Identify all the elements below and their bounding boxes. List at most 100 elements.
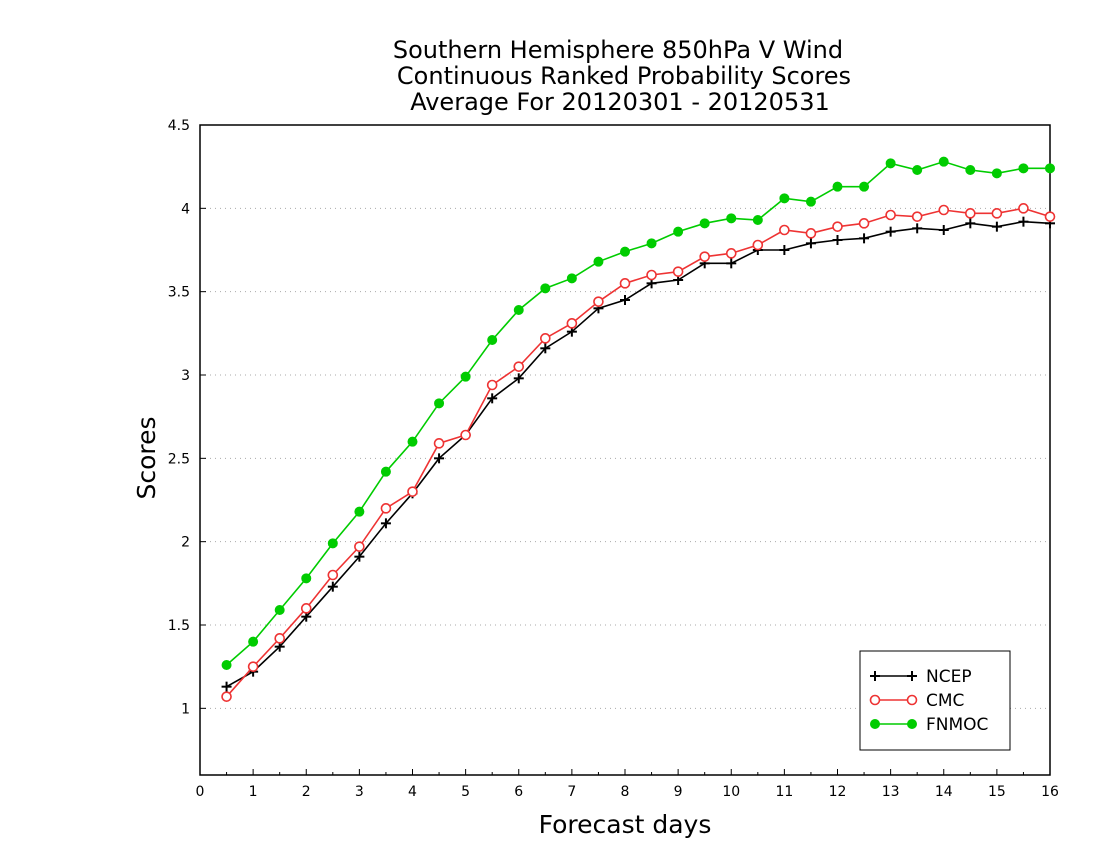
gridlines [200, 124, 1050, 709]
legend-marker-ncep [907, 671, 917, 681]
data-point-ncep [620, 295, 630, 305]
data-point-cmc [247, 661, 259, 672]
legend-item-fnmoc: FNMOC [870, 715, 988, 735]
data-point-cmc [540, 333, 551, 344]
data-point-cmc [965, 208, 976, 219]
data-point-ncep [726, 258, 737, 269]
legend-label-ncep: NCEP [926, 667, 972, 687]
data-point-fnmoc [779, 193, 790, 204]
data-point-cmc [407, 486, 418, 497]
data-point-cmc [779, 224, 790, 236]
legend: NCEP CMC FNMOC [859, 650, 1011, 751]
data-point-ncep [540, 343, 551, 354]
y-tick-label: 2.5 [168, 451, 190, 467]
data-point-cmc [646, 269, 657, 281]
x-tick-label: 13 [882, 784, 900, 800]
data-point-ncep [380, 518, 391, 529]
series-ncep [221, 216, 1055, 692]
y-tick-label: 4.5 [168, 118, 190, 134]
data-point-ncep [327, 581, 338, 592]
legend-label-cmc: CMC [926, 691, 964, 711]
legend-marker-cmc [869, 694, 881, 706]
data-point-ncep [1018, 216, 1029, 227]
data-point-ncep [779, 245, 790, 255]
data-point-fnmoc [673, 226, 684, 237]
data-point-ncep [487, 393, 498, 404]
data-point-ncep [885, 226, 896, 237]
data-point-cmc [593, 296, 604, 307]
data-point-cmc [752, 239, 764, 251]
data-point-fnmoc [327, 538, 338, 549]
y-axis-title: Scores [132, 416, 161, 499]
y-tick-label: 3 [181, 368, 190, 384]
data-point-fnmoc [991, 168, 1002, 179]
data-point-cmc [938, 204, 950, 216]
x-tick-label: 14 [935, 784, 953, 800]
data-point-cmc [805, 228, 817, 239]
data-point-fnmoc [301, 573, 312, 584]
legend-label-fnmoc: FNMOC [926, 715, 988, 735]
data-point-cmc [513, 361, 525, 372]
data-point-cmc [911, 211, 923, 222]
x-tick-label: 9 [674, 784, 683, 800]
data-point-cmc [725, 248, 737, 259]
data-point-cmc [858, 218, 870, 229]
x-tick-label: 15 [988, 784, 1006, 800]
data-point-cmc [885, 209, 896, 221]
data-point-cmc [300, 603, 312, 614]
data-point-cmc [1018, 203, 1029, 214]
data-series [221, 156, 1056, 702]
data-point-ncep [938, 225, 949, 235]
data-point-cmc [380, 503, 392, 514]
data-point-cmc [566, 318, 578, 329]
data-point-fnmoc [646, 238, 657, 249]
data-point-fnmoc [221, 660, 232, 670]
data-point-fnmoc [513, 305, 524, 315]
data-point-ncep [221, 681, 232, 692]
data-point-ncep [912, 223, 923, 234]
data-point-fnmoc [354, 506, 365, 517]
data-point-ncep [354, 551, 365, 562]
x-tick-label: 8 [621, 784, 630, 800]
x-tick-label: 5 [461, 784, 470, 800]
data-point-fnmoc [620, 246, 630, 257]
data-point-fnmoc [912, 165, 923, 175]
data-point-fnmoc [726, 213, 737, 224]
data-point-ncep [832, 235, 843, 245]
x-tick-label: 7 [567, 784, 576, 800]
chart-title-line-1: Southern Hemisphere 850hPa V Wind [393, 36, 843, 64]
data-point-fnmoc [434, 398, 445, 409]
data-point-ncep [991, 221, 1002, 232]
legend-marker-fnmoc [870, 719, 880, 729]
data-point-fnmoc [566, 273, 577, 284]
legend-item-ncep: NCEP [870, 667, 972, 687]
data-point-cmc [832, 221, 843, 232]
data-point-fnmoc [540, 283, 551, 294]
data-point-cmc [991, 208, 1003, 219]
x-tick-label: 12 [829, 784, 847, 800]
x-tick-label: 10 [722, 784, 740, 800]
y-tick-label: 4 [181, 201, 190, 217]
data-point-cmc [433, 438, 445, 449]
x-tick-label: 11 [775, 784, 793, 800]
data-point-fnmoc [885, 158, 896, 169]
data-point-cmc [619, 278, 631, 289]
x-tick-label: 1 [249, 784, 258, 800]
series-line-cmc [225, 207, 1051, 698]
data-point-ncep [434, 453, 445, 464]
data-point-ncep [513, 373, 524, 384]
series-line-fnmoc [226, 160, 1050, 666]
x-tick-label: 6 [514, 784, 523, 800]
x-axis-title: Forecast days [539, 810, 712, 839]
data-point-fnmoc [487, 335, 498, 345]
data-point-fnmoc [274, 605, 285, 615]
series-cmc [221, 203, 1056, 702]
data-point-fnmoc [938, 156, 949, 167]
chart-title-line-3: Average For 20120301 - 20120531 [410, 88, 830, 116]
data-point-fnmoc [593, 256, 604, 267]
data-point-fnmoc [1018, 163, 1029, 174]
data-point-fnmoc [407, 436, 418, 447]
data-point-fnmoc [859, 181, 870, 192]
